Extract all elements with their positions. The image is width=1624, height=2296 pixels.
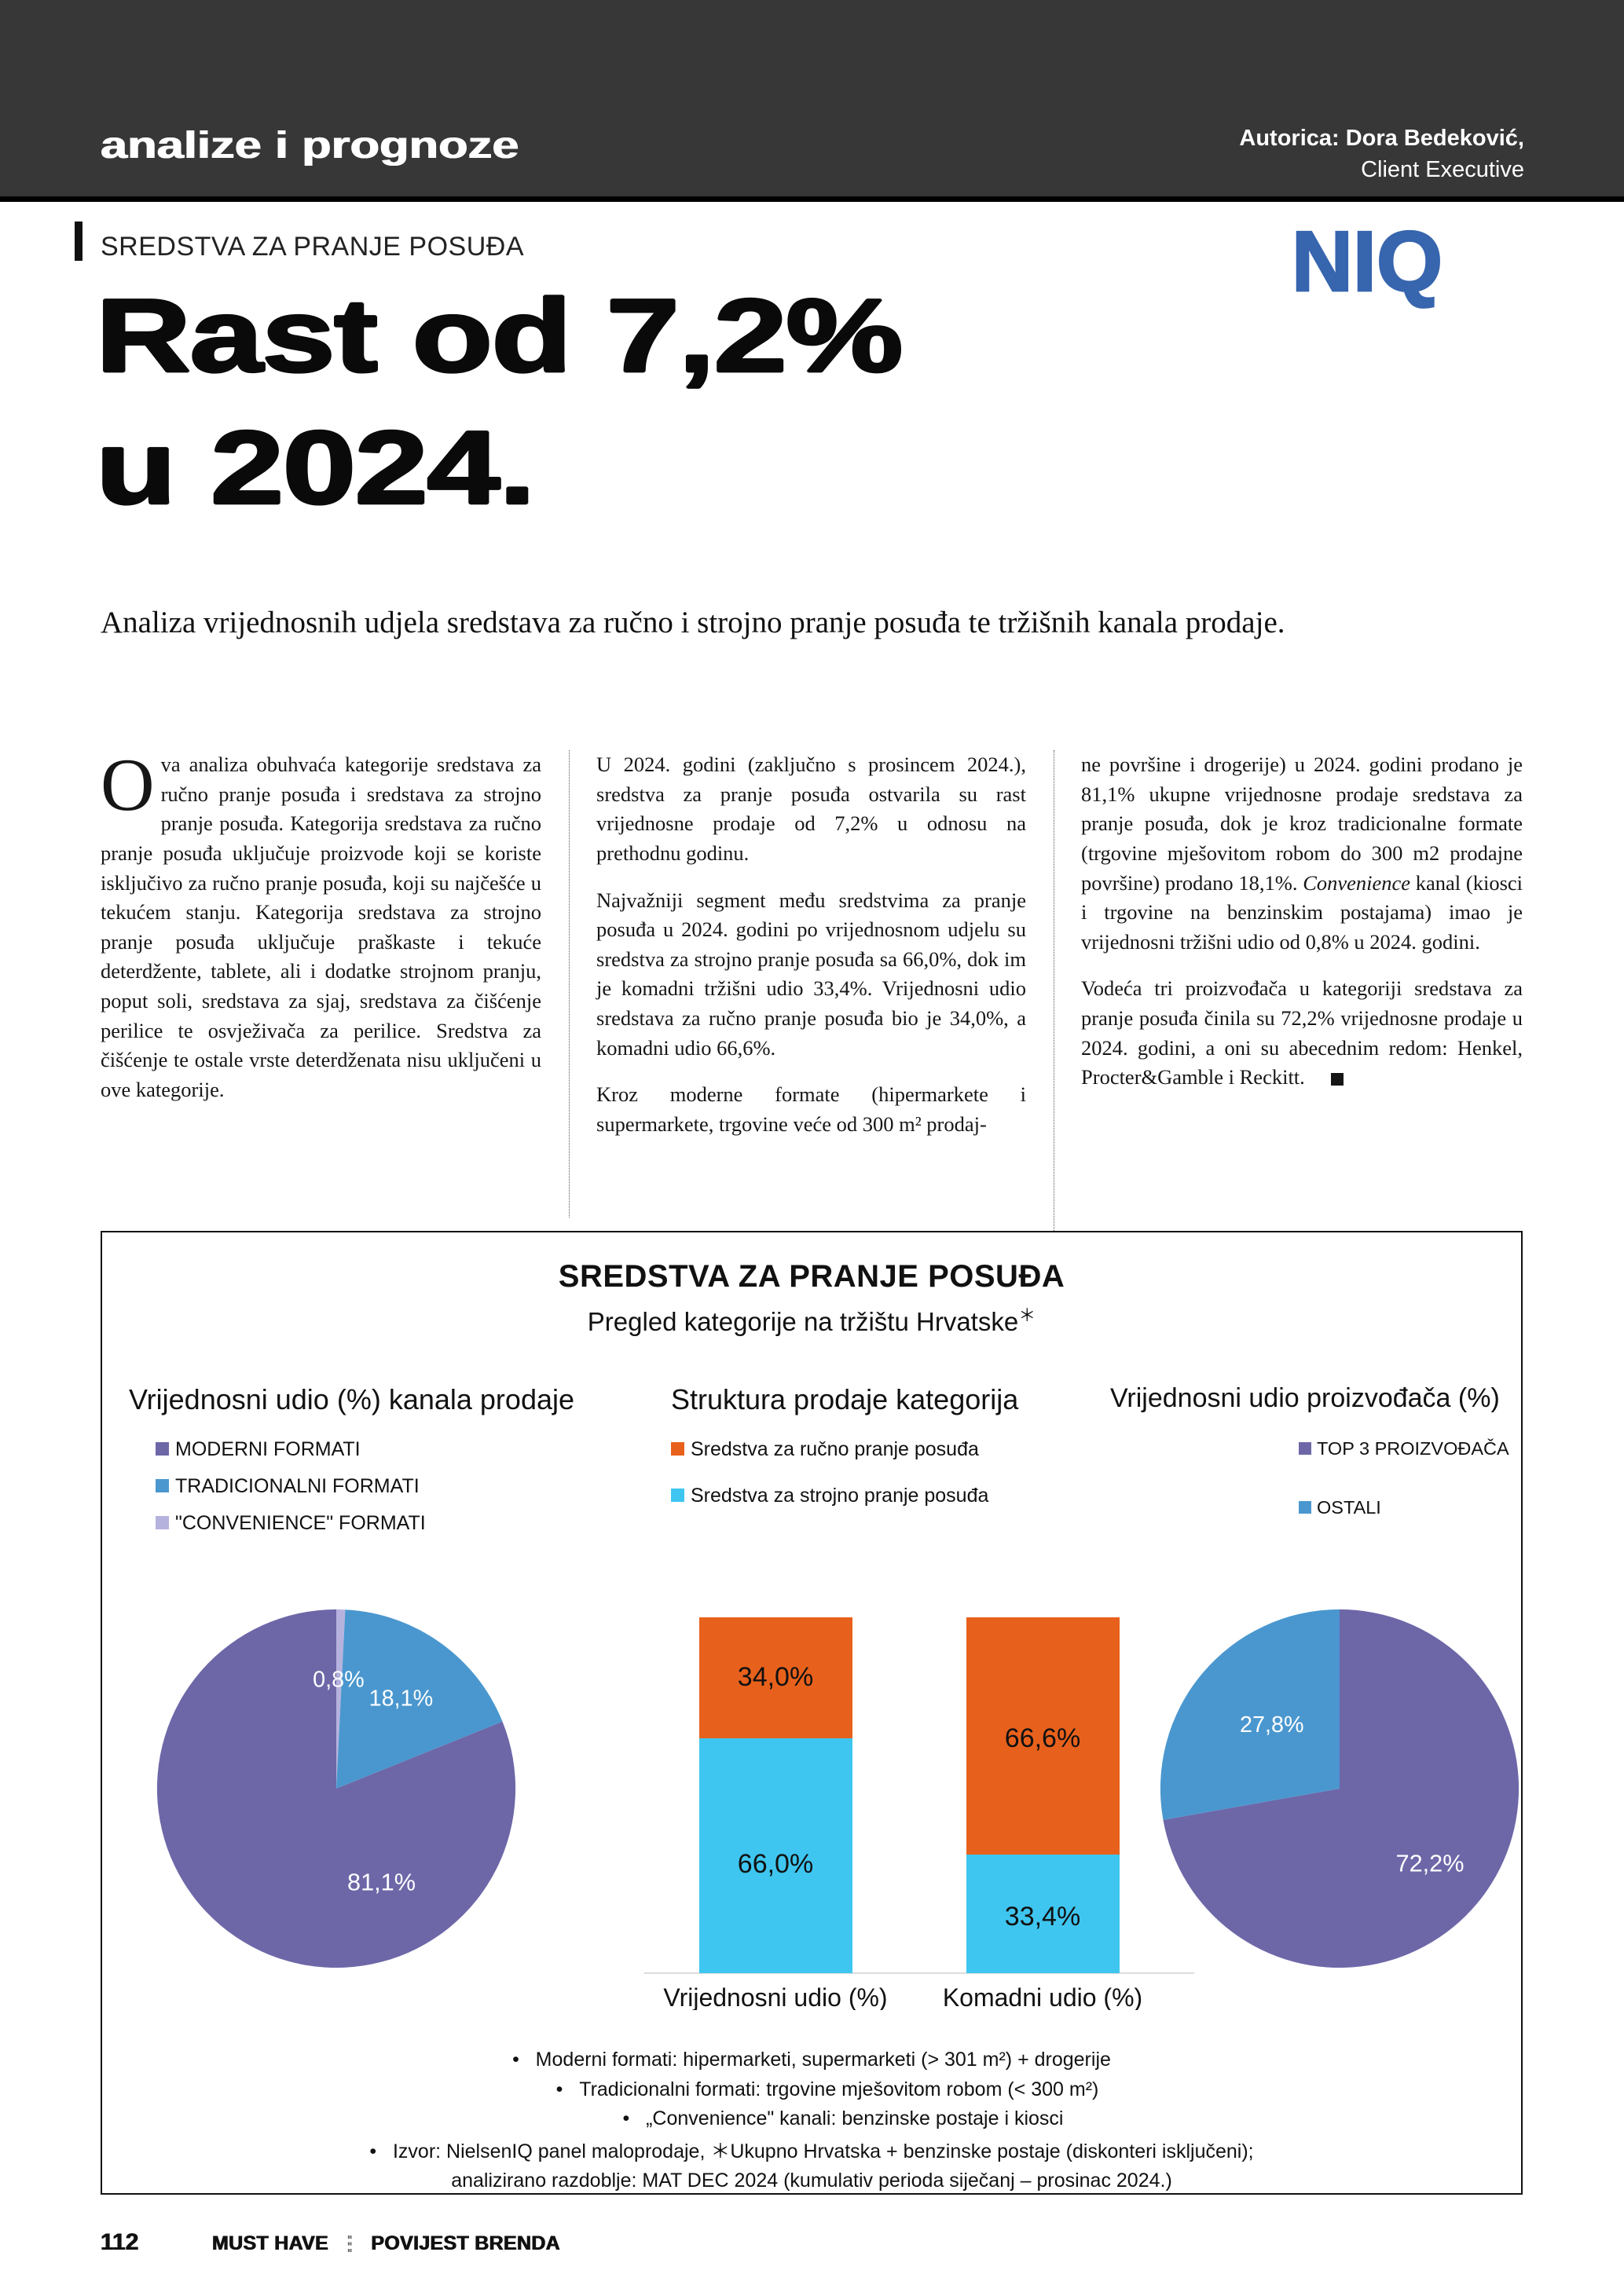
svg-text:66,6%: 66,6% [1005,1723,1080,1753]
svg-text:34,0%: 34,0% [738,1662,813,1692]
svg-text:72,2%: 72,2% [1396,1850,1465,1877]
svg-text:33,4%: 33,4% [1005,1902,1080,1932]
svg-text:27,8%: 27,8% [1240,1712,1304,1738]
svg-text:Vrijednosni udio (%): Vrijednosni udio (%) [663,1983,887,2010]
svg-text:Komadni udio (%): Komadni udio (%) [943,1983,1142,2010]
svg-text:18,1%: 18,1% [369,1686,434,1712]
svg-text:0,8%: 0,8% [313,1668,365,1693]
svg-text:66,0%: 66,0% [738,1849,813,1879]
svg-text:81,1%: 81,1% [347,1869,416,1895]
